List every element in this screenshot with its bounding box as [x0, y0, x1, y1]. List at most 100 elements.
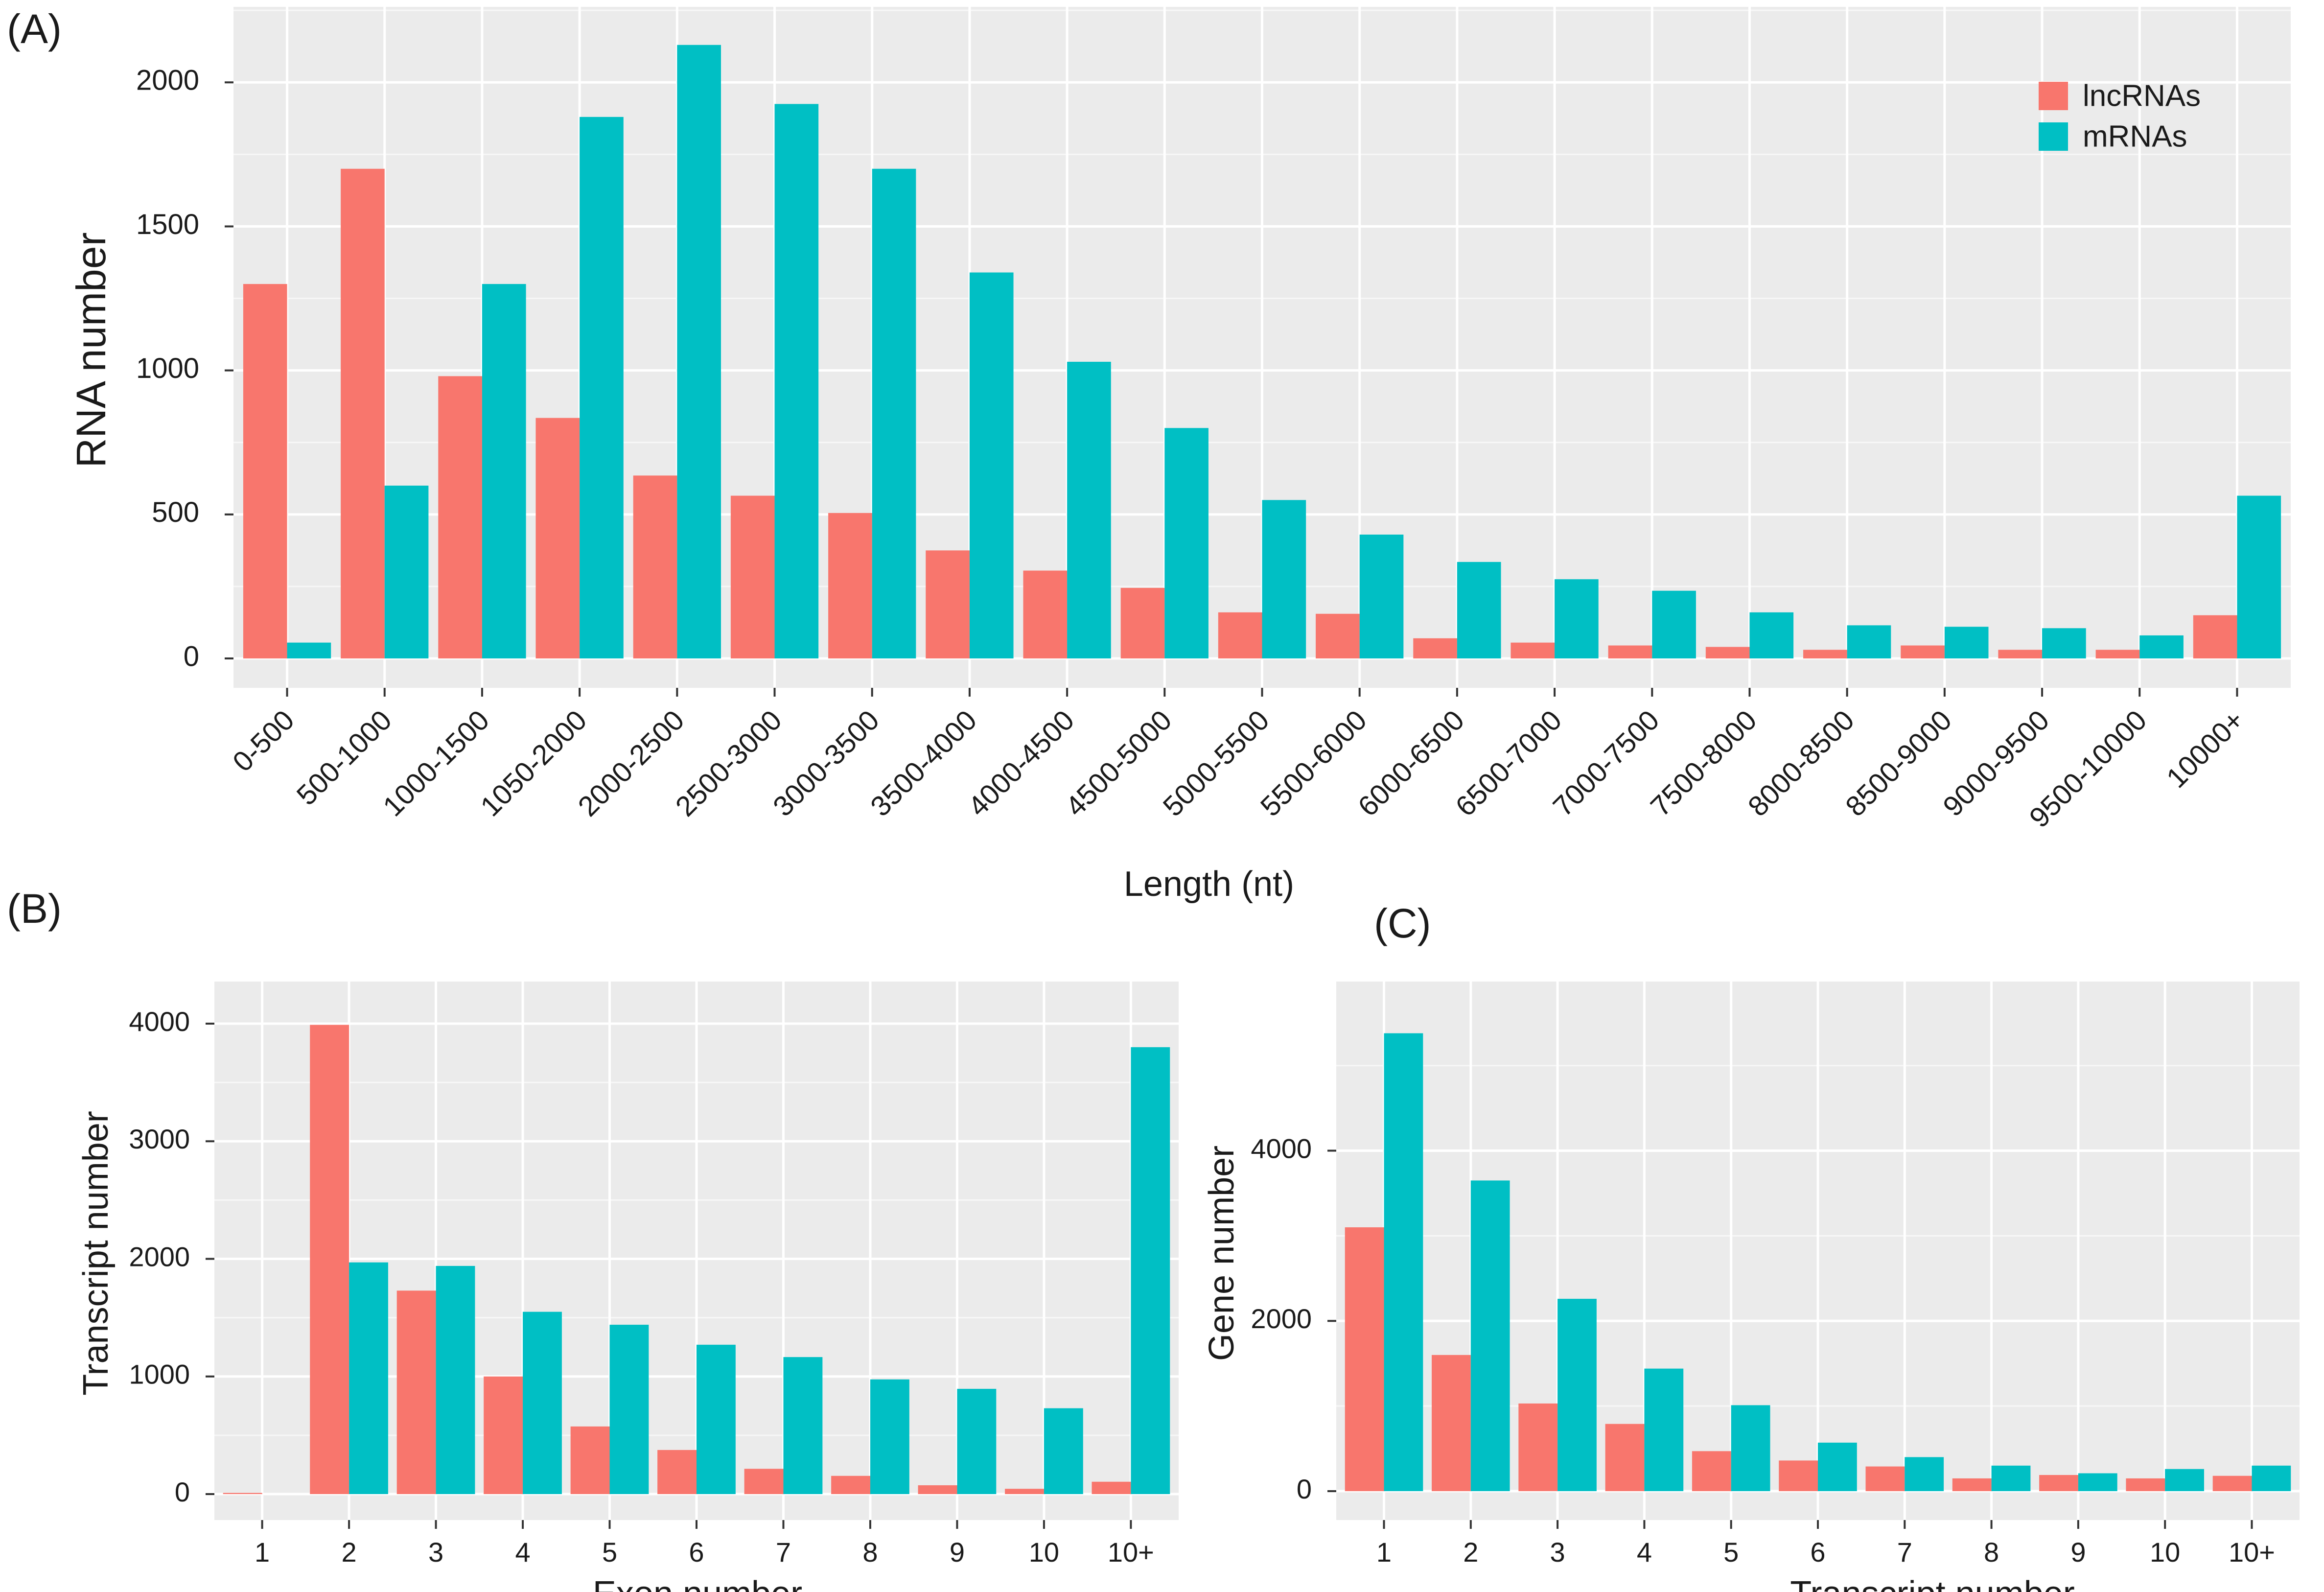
- y-tick-label: 4000: [129, 1006, 190, 1037]
- panel-a: (A) 0 500 1000 1500 2000 0-500500-10001000-1…: [7, 6, 2291, 904]
- x-tick-label: 2: [1463, 1537, 1478, 1568]
- bar-lncrnas-65007000: [1511, 642, 1555, 658]
- x-tick-label: 10: [2150, 1537, 2180, 1568]
- bar-lncrnas-2: [310, 1025, 349, 1494]
- x-tick-label: 9: [2070, 1537, 2086, 1568]
- x-tick-label: 4: [515, 1537, 530, 1568]
- bar-mrnas-70007500: [1652, 590, 1696, 658]
- bar-lncrnas-5: [570, 1426, 610, 1494]
- bar-mrnas-10000plus: [2237, 495, 2281, 658]
- panel-c-bars: [1345, 1033, 2291, 1491]
- bar-lncrnas-10: [1005, 1489, 1044, 1494]
- bar-mrnas-8: [870, 1379, 909, 1494]
- x-tick-label: 2000-2500: [572, 704, 690, 822]
- bar-lncrnas-10: [2126, 1478, 2165, 1491]
- bar-mrnas-20002500: [677, 45, 721, 658]
- bar-lncrnas-10000plus: [2193, 615, 2237, 658]
- bar-lncrnas-25003000: [730, 495, 775, 658]
- bar-lncrnas-10502000: [535, 418, 580, 658]
- x-tick-label: 7: [1897, 1537, 1912, 1568]
- bar-mrnas-2: [349, 1262, 388, 1494]
- bar-lncrnas-5: [1692, 1451, 1731, 1491]
- bar-mrnas-7: [1905, 1457, 1944, 1491]
- panel-a-label: (A): [7, 6, 62, 52]
- x-tick-label: 0-500: [227, 704, 301, 778]
- y-tick-label: 0: [184, 640, 199, 672]
- bar-lncrnas-8: [831, 1475, 870, 1494]
- y-tick-label: 1000: [136, 352, 199, 384]
- x-tick-label: 7: [776, 1537, 791, 1568]
- bar-lncrnas-45005000: [1120, 587, 1165, 658]
- panel-c-y-axis: 0 2000 4000: [1251, 1133, 1336, 1504]
- bar-lncrnas-10plus: [2212, 1475, 2252, 1491]
- bar-mrnas-80008500: [1847, 625, 1891, 658]
- legend-label-mrnas: mRNAs: [2083, 119, 2187, 153]
- panel-c-x-axis-title: Transcript number: [1790, 1574, 2075, 1592]
- y-tick-label: 2000: [136, 65, 199, 96]
- panel-a-bars: [243, 45, 2281, 658]
- bar-lncrnas-70007500: [1608, 645, 1652, 658]
- panel-b-bars: [223, 1025, 1170, 1494]
- panel-a-y-axis-title: RNA number: [68, 233, 114, 468]
- x-tick-label: 1: [255, 1537, 270, 1568]
- panel-c-label: (C): [1374, 900, 1431, 946]
- bar-lncrnas-950010000: [2095, 650, 2140, 658]
- bar-mrnas-85009000: [1944, 627, 1989, 658]
- bar-mrnas-75008000: [1749, 612, 1794, 658]
- bar-lncrnas-9: [2039, 1475, 2078, 1491]
- x-tick-label: 2: [342, 1537, 357, 1568]
- bar-mrnas-10502000: [580, 117, 624, 658]
- bar-mrnas-3: [1557, 1299, 1597, 1491]
- bar-lncrnas-60006500: [1413, 638, 1457, 658]
- bar-mrnas-60006500: [1457, 562, 1501, 658]
- x-tick-label: 7500-8000: [1645, 704, 1763, 822]
- panel-b-label: (B): [7, 886, 62, 932]
- panel-a-y-axis: 0 500 1000 1500 2000: [136, 65, 233, 672]
- y-tick-label: 3000: [129, 1124, 190, 1154]
- legend-key-lncrnas: [2039, 82, 2068, 110]
- bar-lncrnas-80008500: [1803, 650, 1847, 658]
- bar-lncrnas-7: [1865, 1466, 1905, 1491]
- bar-lncrnas-3: [396, 1290, 436, 1494]
- bar-mrnas-65007000: [1555, 579, 1599, 658]
- bar-lncrnas-50005500: [1218, 612, 1262, 658]
- bar-mrnas-10001500: [482, 284, 526, 658]
- bar-mrnas-1: [1384, 1033, 1423, 1491]
- y-tick-label: 2000: [129, 1241, 190, 1272]
- bar-mrnas-10plus: [2252, 1465, 2291, 1491]
- bar-mrnas-6: [1818, 1442, 1857, 1491]
- bar-lncrnas-2: [1432, 1355, 1471, 1491]
- bar-mrnas-45005000: [1164, 428, 1208, 658]
- x-tick-label: 6000-6500: [1352, 704, 1470, 822]
- x-tick-label: 1: [1376, 1537, 1392, 1568]
- bar-mrnas-7: [783, 1357, 823, 1494]
- bar-mrnas-30003500: [872, 168, 916, 658]
- bar-mrnas-9: [957, 1388, 997, 1494]
- x-tick-label: 6: [1810, 1537, 1825, 1568]
- bar-lncrnas-0500: [243, 284, 287, 658]
- x-tick-label: 10+: [2229, 1537, 2275, 1568]
- bar-lncrnas-5001000: [341, 168, 385, 658]
- panel-a-x-axis: 0-500500-10001000-15001050-20002000-2500…: [227, 688, 2251, 834]
- bar-mrnas-10: [2165, 1469, 2204, 1491]
- bar-lncrnas-10001500: [438, 376, 482, 658]
- bar-mrnas-9: [2078, 1473, 2117, 1491]
- x-tick-label: 3: [1550, 1537, 1565, 1568]
- bar-mrnas-5: [609, 1325, 649, 1494]
- panel-a-x-axis-title: Length (nt): [1124, 865, 1294, 904]
- bar-mrnas-50005500: [1262, 500, 1306, 658]
- bar-lncrnas-40004500: [1023, 570, 1068, 658]
- bar-lncrnas-75008000: [1705, 647, 1750, 658]
- x-tick-label: 5: [602, 1537, 617, 1568]
- y-tick-label: 1000: [129, 1359, 190, 1390]
- panel-b-y-axis-title: Transcript number: [76, 1111, 116, 1396]
- bar-lncrnas-55006000: [1316, 613, 1360, 658]
- bar-mrnas-90009500: [2042, 628, 2086, 658]
- bar-lncrnas-7: [744, 1469, 784, 1494]
- bar-mrnas-2: [1470, 1180, 1510, 1491]
- x-tick-label: 3: [428, 1537, 443, 1568]
- panel-c-x-axis: 1 2 3 4 5 6 7 8 9 10 10+: [1376, 1520, 2275, 1568]
- bar-lncrnas-1: [1345, 1227, 1384, 1491]
- bar-lncrnas-20002500: [633, 475, 677, 658]
